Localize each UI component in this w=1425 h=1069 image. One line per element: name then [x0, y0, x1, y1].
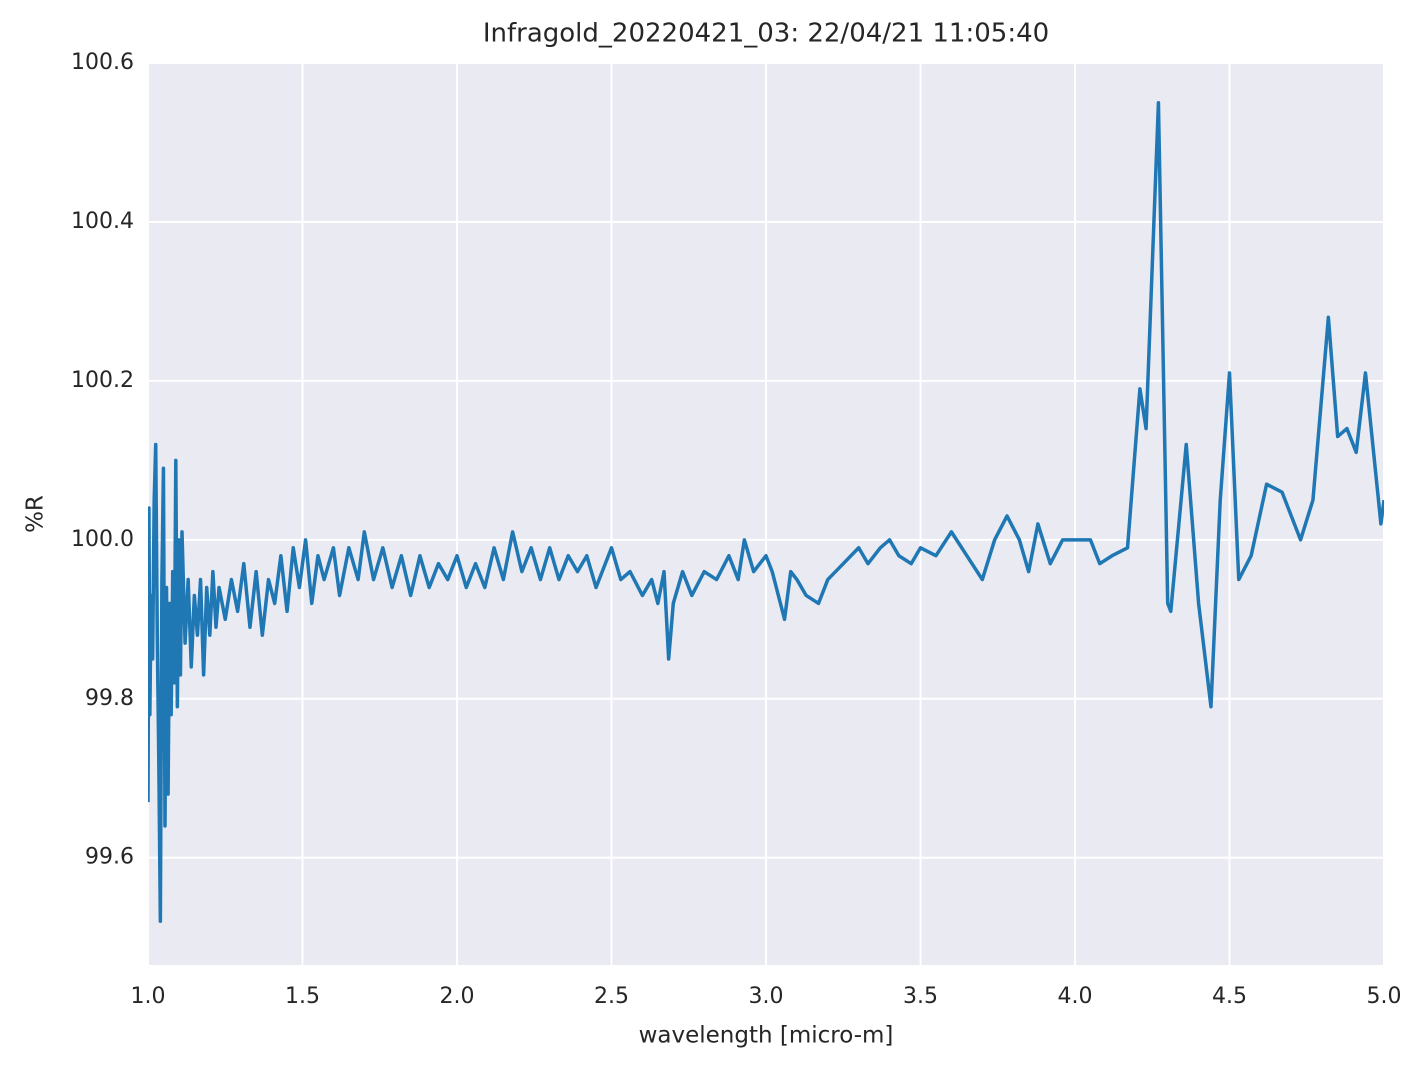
y-tick-label: 100.6 — [71, 50, 134, 75]
x-tick-label: 4.5 — [1212, 984, 1247, 1009]
y-tick-label: 100.0 — [71, 527, 134, 552]
x-tick-label: 3.0 — [749, 984, 784, 1009]
x-tick-label: 1.0 — [131, 984, 166, 1009]
data-line — [148, 100, 1384, 924]
x-tick-label: 1.5 — [285, 984, 320, 1009]
y-tick-label: 99.8 — [85, 686, 134, 711]
x-tick-label: 5.0 — [1367, 984, 1402, 1009]
x-tick-label: 2.0 — [440, 984, 475, 1009]
y-tick-label: 100.2 — [71, 368, 134, 393]
y-axis-label: %R — [23, 495, 49, 533]
y-tick-label: 99.6 — [85, 845, 134, 870]
x-axis-label: wavelength [micro-m] — [639, 1023, 894, 1049]
x-tick-label: 4.0 — [1058, 984, 1093, 1009]
y-tick-label: 100.4 — [71, 209, 134, 234]
chart-title: Infragold_20220421_03: 22/04/21 11:05:40 — [483, 19, 1049, 49]
x-tick-label: 3.5 — [903, 984, 938, 1009]
x-tick-label: 2.5 — [594, 984, 629, 1009]
